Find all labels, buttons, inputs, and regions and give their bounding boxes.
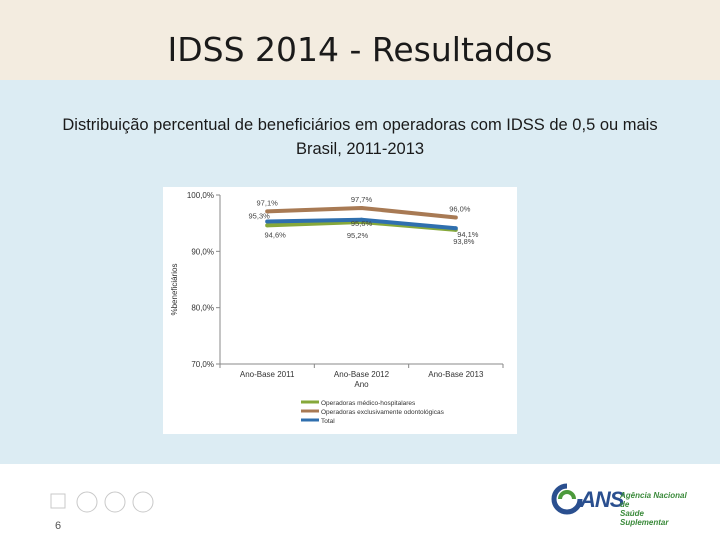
legend-label-total: Total — [321, 418, 335, 425]
x-tick-label: Ano-Base 2012 — [334, 370, 390, 379]
logo-tagline-line-1: Agência Nacional de — [620, 491, 687, 509]
logo-tagline: Agência Nacional de Saúde Suplementar — [620, 491, 690, 527]
y-tick-label: 100,0% — [187, 191, 214, 200]
subtitle-line-1: Distribuição percentual de beneficiários… — [62, 116, 658, 134]
data-point-odonto — [453, 215, 458, 220]
data-point-total — [453, 226, 458, 231]
data-point-odonto — [359, 205, 364, 210]
page-title: IDSS 2014 - Resultados — [167, 30, 553, 69]
data-label-total: 95,3% — [249, 211, 271, 220]
seal-icon — [104, 491, 126, 513]
data-label-total: 94,1% — [457, 230, 479, 239]
logo-tagline-line-2: Saúde Suplementar — [620, 509, 669, 527]
chart-panel: 70,0% 80,0% 90,0% 100,0% Ano-Base 2011 Ano-Ba… — [163, 187, 517, 434]
seal-icon — [76, 491, 98, 513]
y-tick-label: 70,0% — [191, 360, 214, 369]
data-point-total — [359, 217, 364, 222]
ans-logo-icon — [551, 483, 583, 515]
data-label-total: 95,6% — [351, 219, 373, 228]
data-label-odonto: 97,1% — [257, 198, 279, 207]
data-label-medico: 95,2% — [347, 231, 369, 240]
seal-icon — [132, 491, 154, 513]
data-point-odonto — [265, 209, 270, 214]
x-tick-label: Ano-Base 2011 — [240, 370, 295, 379]
footer-decoration-icons — [50, 491, 154, 513]
legend-label-medico: Operadoras médico-hospitalares — [321, 400, 416, 407]
x-tick-label: Ano-Base 2013 — [428, 370, 484, 379]
x-axis-title: Ano — [354, 380, 369, 389]
data-label-odonto: 97,7% — [351, 195, 373, 204]
subtitle-line-2: Brasil, 2011-2013 — [295, 140, 425, 158]
footer — [0, 464, 720, 540]
y-axis-title: %beneficiários — [170, 263, 179, 315]
data-point-medico — [265, 223, 270, 228]
data-point-total — [265, 219, 270, 224]
legend-label-odonto: Operadoras exclusivamente odontológicas — [321, 409, 445, 416]
title-band — [0, 0, 720, 80]
data-label-odonto: 96,0% — [449, 205, 471, 214]
building-icon — [50, 493, 66, 509]
y-tick-label: 90,0% — [191, 247, 214, 256]
chart-subtitle: Distribuição percentual de beneficiários… — [0, 113, 720, 161]
data-label-medico: 93,8% — [453, 237, 475, 246]
line-chart: 70,0% 80,0% 90,0% 100,0% Ano-Base 2011 Ano-Ba… — [170, 191, 504, 425]
logo-brand: ANS — [580, 487, 624, 512]
y-tick-label: 80,0% — [191, 304, 214, 313]
data-label-medico: 94,6% — [265, 230, 287, 239]
page-number: 6 — [55, 520, 62, 532]
